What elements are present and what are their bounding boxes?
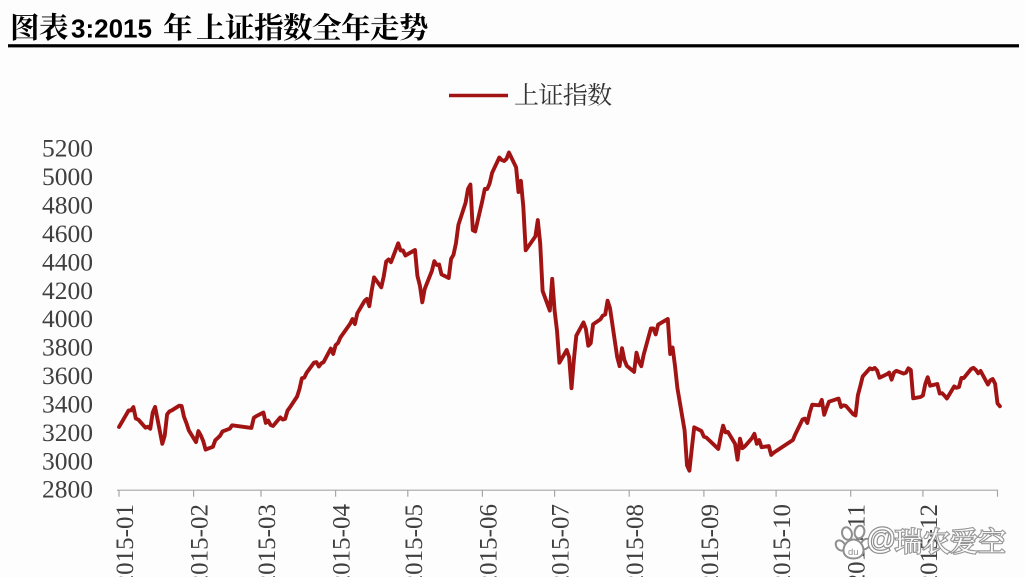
svg-text:@: @ [867,524,896,556]
svg-text:2015-06: 2015-06 [475,504,502,577]
svg-text:5000: 5000 [42,162,93,191]
svg-text:2015-03: 2015-03 [254,504,281,577]
svg-text:4200: 4200 [42,276,93,305]
svg-text:2015-07: 2015-07 [548,504,575,577]
svg-text:4800: 4800 [42,191,93,220]
svg-text:5200: 5200 [42,134,93,163]
svg-text:3800: 3800 [42,333,93,362]
svg-text:3200: 3200 [42,418,93,447]
svg-text:3000: 3000 [42,446,93,475]
svg-text:4600: 4600 [42,219,93,248]
svg-text:2015-01: 2015-01 [112,504,139,577]
svg-text:2015-08: 2015-08 [622,504,649,577]
svg-text:4000: 4000 [42,304,93,333]
svg-text:du: du [848,547,859,558]
svg-text:3400: 3400 [42,390,93,419]
svg-text:2800: 2800 [42,475,93,504]
svg-text:2015-02: 2015-02 [187,504,214,577]
svg-text:4400: 4400 [42,247,93,276]
svg-text:2015-10: 2015-10 [769,504,796,577]
svg-text:3600: 3600 [42,361,93,390]
svg-text:2015-05: 2015-05 [401,504,428,577]
svg-text:2015-09: 2015-09 [697,504,724,577]
svg-text:2015-04: 2015-04 [329,504,356,577]
svg-text:3:2015: 3:2015 [71,14,152,44]
